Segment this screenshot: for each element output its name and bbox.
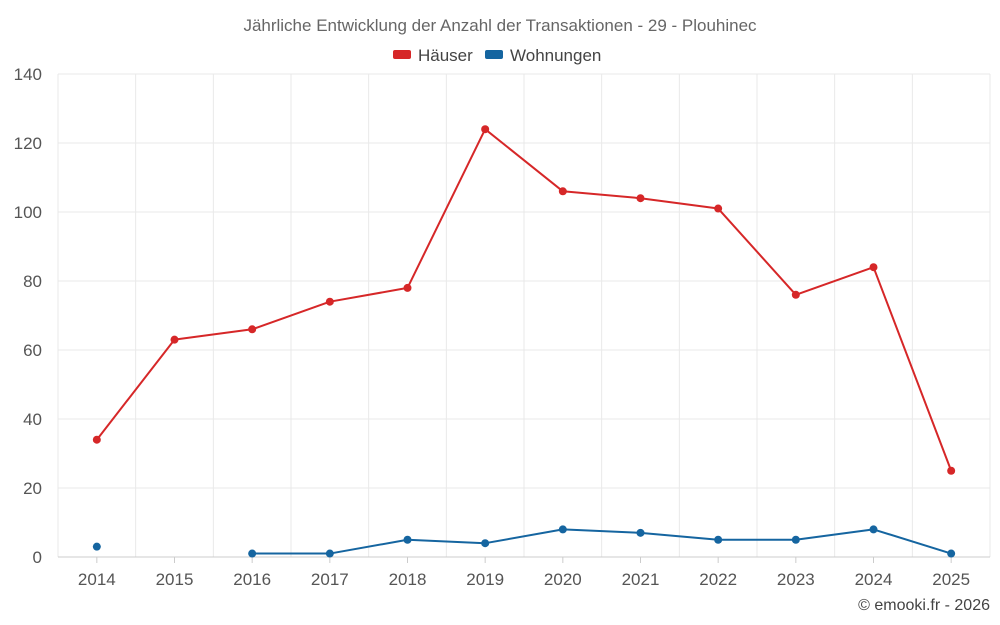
grid: [57, 73, 991, 558]
series-line-hauser: [96, 128, 953, 472]
x-tick-label: 2020: [544, 570, 582, 589]
data-point-wohnungen[interactable]: [869, 525, 878, 534]
data-point-wohnungen[interactable]: [947, 549, 956, 558]
data-point-hauser[interactable]: [481, 125, 490, 134]
chart-title: Jährliche Entwicklung der Anzahl der Tra…: [243, 16, 757, 35]
legend-item-hauser[interactable]: Häuser: [393, 46, 473, 65]
legend-swatch-hauser: [393, 50, 411, 59]
data-point-wohnungen[interactable]: [403, 535, 412, 544]
legend-item-wohnungen[interactable]: Wohnungen: [485, 46, 601, 65]
data-point-wohnungen[interactable]: [714, 535, 723, 544]
data-point-hauser[interactable]: [170, 335, 179, 344]
x-tick-label: 2017: [311, 570, 349, 589]
y-tick-label: 0: [33, 548, 42, 567]
data-point-wohnungen[interactable]: [325, 549, 334, 558]
data-point-wohnungen[interactable]: [481, 539, 490, 548]
y-tick-label: 40: [23, 410, 42, 429]
legend-label-hauser: Häuser: [418, 46, 473, 65]
x-tick-label: 2022: [699, 570, 737, 589]
data-point-hauser[interactable]: [558, 187, 567, 196]
data-point-wohnungen[interactable]: [558, 525, 567, 534]
data-point-hauser[interactable]: [714, 204, 723, 213]
data-point-hauser[interactable]: [947, 466, 956, 475]
y-tick-label: 80: [23, 272, 42, 291]
y-tick-label: 140: [14, 65, 42, 84]
data-point-wohnungen[interactable]: [791, 535, 800, 544]
series-layer: [92, 125, 956, 558]
credit-text: © emooki.fr - 2026: [858, 597, 990, 614]
data-point-hauser[interactable]: [403, 283, 412, 292]
x-tick-label: 2015: [156, 570, 194, 589]
x-tick-label: 2016: [233, 570, 271, 589]
x-tick-label: 2025: [932, 570, 970, 589]
data-point-hauser[interactable]: [248, 325, 257, 334]
x-tick-label: 2023: [777, 570, 815, 589]
x-tick-label: 2014: [78, 570, 116, 589]
data-point-wohnungen[interactable]: [248, 549, 257, 558]
y-tick-label: 20: [23, 479, 42, 498]
data-point-wohnungen[interactable]: [636, 528, 645, 537]
y-tick-label: 120: [14, 134, 42, 153]
data-point-hauser[interactable]: [92, 435, 101, 444]
x-tick-label: 2019: [466, 570, 504, 589]
x-tick-label: 2024: [855, 570, 893, 589]
legend-label-wohnungen: Wohnungen: [510, 46, 601, 65]
data-point-hauser[interactable]: [636, 194, 645, 203]
data-point-hauser[interactable]: [869, 263, 878, 272]
legend-swatch-wohnungen: [485, 50, 503, 59]
x-tick-label: 2021: [622, 570, 660, 589]
data-point-hauser[interactable]: [325, 297, 334, 306]
series-line-wohnungen: [252, 528, 952, 555]
x-axis: 2014 2015 2016 2017 2018 2019 2020 2021 2022 2023…: [58, 556, 990, 589]
y-tick-label: 60: [23, 341, 42, 360]
data-point-hauser[interactable]: [791, 290, 800, 299]
y-axis: 0 20 40 60 80 100 120 140: [14, 65, 42, 567]
data-point-wohnungen[interactable]: [92, 542, 101, 551]
legend[interactable]: Häuser Wohnungen: [393, 46, 601, 65]
x-tick-label: 2018: [389, 570, 427, 589]
y-tick-label: 100: [14, 203, 42, 222]
